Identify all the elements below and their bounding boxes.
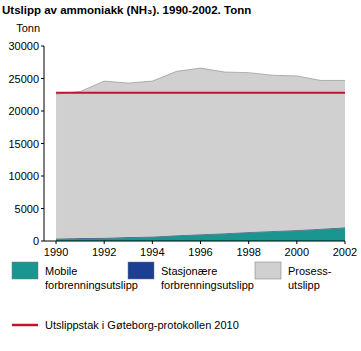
area (56, 68, 345, 238)
x-tick-label: 1994 (140, 246, 164, 258)
y-tick (41, 78, 44, 79)
legend-line (12, 324, 38, 327)
y-tick (41, 176, 44, 177)
legend-label: Stasjonære forbrenningsutslipp (161, 265, 254, 291)
x-tick (345, 241, 346, 244)
x-tick-label: 1992 (92, 246, 116, 258)
x-tick (296, 241, 297, 244)
x-tick (152, 241, 153, 244)
y-tick (41, 143, 44, 144)
y-tick (41, 46, 44, 47)
y-tick-label: 25000 (8, 73, 39, 85)
y-tick-label: 20000 (8, 105, 39, 117)
y-label: Tonn (16, 22, 40, 34)
legend-label-part: utslipp (288, 279, 320, 291)
x-tick-label: 2000 (285, 246, 309, 258)
x-tick (104, 241, 105, 244)
y-tick (41, 208, 44, 209)
y-tick (41, 241, 44, 242)
y-tick-label: 15000 (8, 138, 39, 150)
legend-swatch (12, 262, 38, 279)
chart: Utslipp av ammoniakk (NH₃). 1990-2002. T… (0, 0, 361, 351)
line (56, 92, 345, 94)
legend-swatch (255, 262, 281, 279)
x-tick-label: 1990 (44, 246, 68, 258)
area-edge (56, 68, 345, 94)
legend-label-part: forbrenningsutslipp (161, 279, 254, 291)
x-tick (248, 241, 249, 244)
x-tick (200, 241, 201, 244)
y-tick-label: 0 (33, 235, 39, 247)
legend-label-part: Stasjonære (161, 265, 217, 277)
legend-label-part: Mobile (45, 265, 77, 277)
legend-label: Utslippstak i Gøteborg-protokollen 2010 (45, 319, 239, 331)
legend-swatch (128, 262, 154, 279)
y-tick-label: 30000 (8, 40, 39, 52)
y-tick-label: 10000 (8, 170, 39, 182)
title: Utslipp av ammoniakk (NH₃). 1990-2002. T… (2, 4, 251, 16)
x-axis (44, 241, 345, 242)
legend-label: Mobile forbrenningsutslipp (45, 265, 138, 291)
plot-area (56, 68, 345, 241)
x-tick-label: 1996 (188, 246, 212, 258)
legend-label-part: forbrenningsutslipp (45, 279, 138, 291)
y-tick (41, 111, 44, 112)
legend-label-part: Prosess- (288, 265, 332, 277)
x-tick-label: 1998 (236, 246, 260, 258)
x-tick (56, 241, 57, 244)
y-tick-label: 5000 (15, 203, 39, 215)
legend-label: Prosess-utslipp (288, 265, 332, 291)
x-tick-label: 2002 (333, 246, 357, 258)
